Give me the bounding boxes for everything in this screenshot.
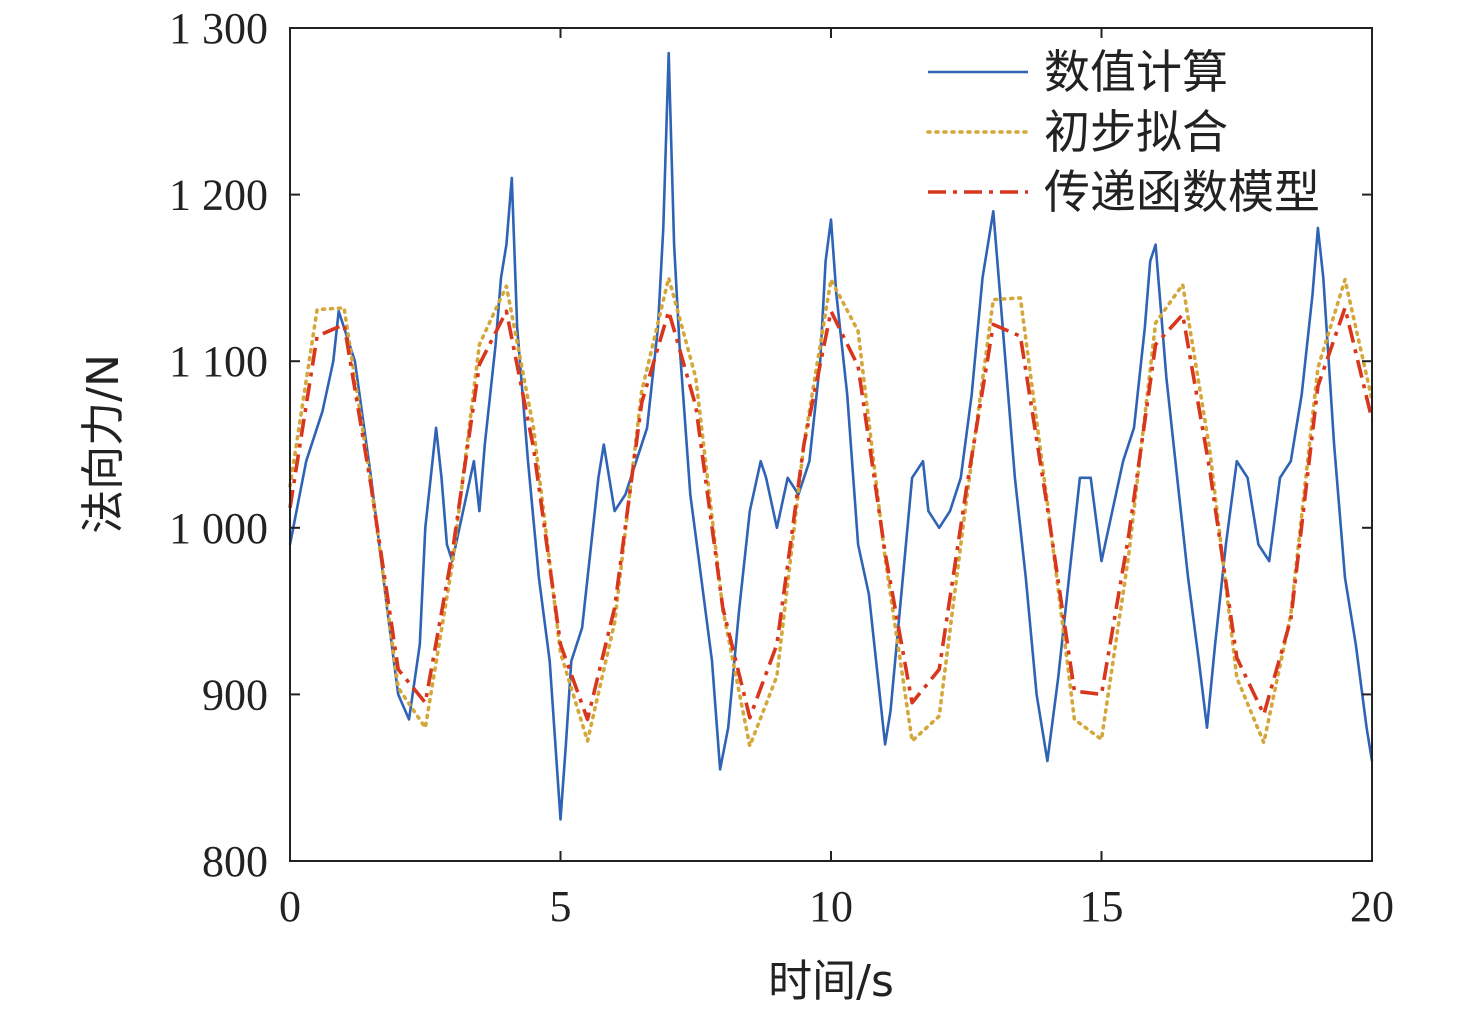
plot-content [288,51,1374,821]
y-axis-ticks: 800 900 1 000 1 100 1 200 1 300 [169,4,1372,886]
x-tick-label: 15 [1080,882,1124,931]
y-tick-label: 1 300 [169,4,268,53]
x-tick-label: 0 [279,882,301,931]
y-tick-label: 800 [202,837,268,886]
plot-frame [289,27,1373,862]
legend-label-2: 传递函数模型 [1044,165,1320,219]
x-tick-label: 5 [550,882,572,931]
x-axis-ticks: 0 5 10 15 20 [279,28,1394,931]
x-tick-label: 20 [1350,882,1394,931]
y-tick-label: 1 200 [169,171,268,220]
series-line-2 [288,306,1374,722]
series-line-0 [288,51,1374,821]
legend-label-1: 初步拟合 [1044,105,1228,159]
x-axis-label: 时间/s [768,956,894,1007]
legend-label-0: 数值计算 [1044,45,1228,99]
y-axis-label: 法向力/N [78,354,129,534]
series-line-1 [288,276,1374,748]
y-tick-label: 900 [202,670,268,719]
y-tick-label: 1 100 [169,337,268,386]
y-tick-label: 1 000 [169,504,268,553]
x-tick-label: 10 [809,882,853,931]
